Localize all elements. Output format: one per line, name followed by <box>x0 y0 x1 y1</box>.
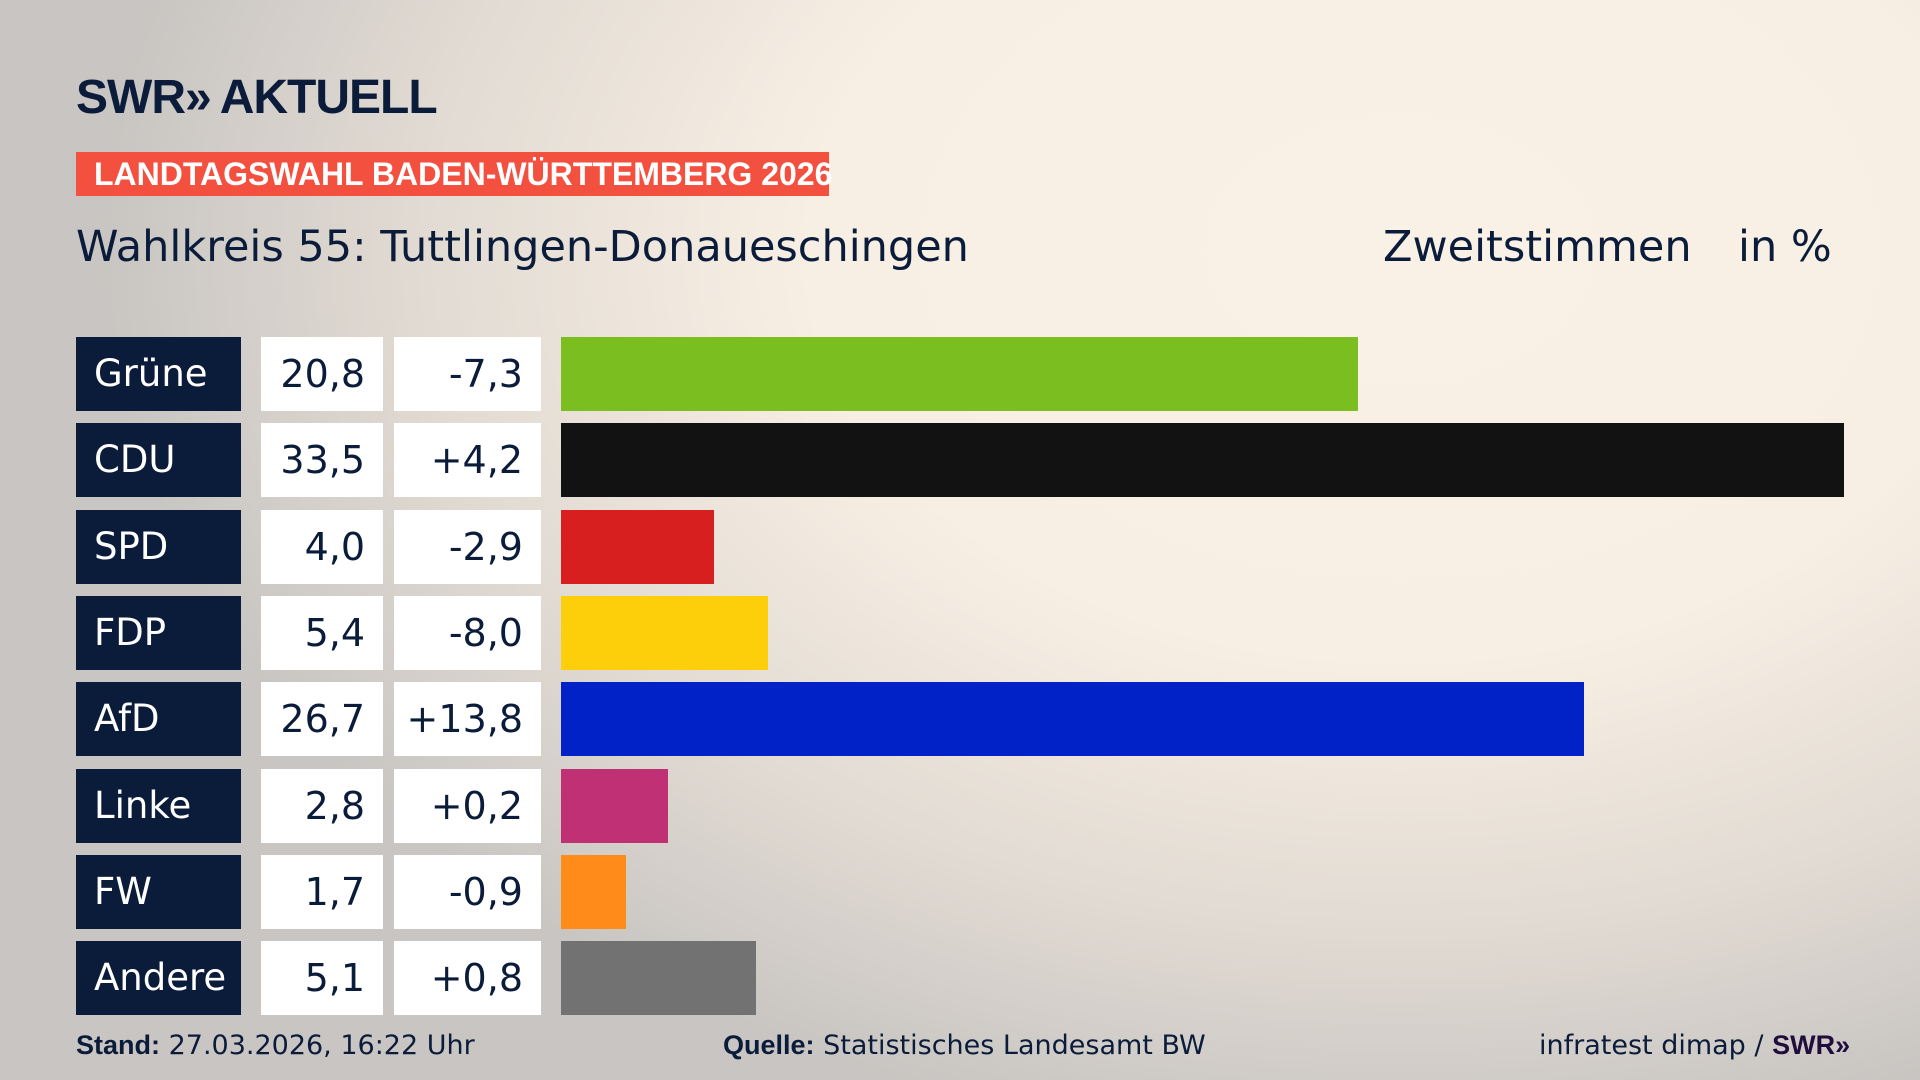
diff-label: +13,8 <box>394 682 541 757</box>
bar-fdp <box>561 595 768 670</box>
party-label: CDU <box>76 423 241 498</box>
party-label: FDP <box>76 595 241 670</box>
bar-andere <box>561 941 757 1016</box>
diff-label: -7,3 <box>394 337 541 411</box>
bar-fw <box>561 854 627 929</box>
diff-label: +4,2 <box>394 423 541 498</box>
unit-label: in % <box>1738 222 1832 272</box>
value-label: 1,7 <box>261 854 383 929</box>
bar-row: SPD 4,0 -2,9 <box>76 509 1876 584</box>
party-label: Linke <box>76 768 241 843</box>
value-label: 26,7 <box>261 682 383 757</box>
source-label: Quelle: <box>723 1030 815 1060</box>
bar-afd <box>561 682 1584 757</box>
value-label: 33,5 <box>261 423 383 498</box>
source-value: Statistisches Landesamt BW <box>823 1030 1206 1061</box>
diff-label: -8,0 <box>394 595 541 670</box>
swr-aktuell-logo: SWR» AKTUELL <box>76 70 438 125</box>
measure-label: Zweitstimmen <box>1383 222 1692 272</box>
value-label: 4,0 <box>261 509 383 584</box>
stand-label: Stand: <box>76 1030 160 1060</box>
bar-row: FW 1,7 -0,9 <box>76 854 1876 929</box>
bar-row: AfD 26,7 +13,8 <box>76 682 1876 757</box>
bar-row: Linke 2,8 +0,2 <box>76 768 1876 843</box>
credit-text: infratest dimap / <box>1539 1030 1764 1061</box>
diff-label: -2,9 <box>394 509 541 584</box>
value-label: 5,1 <box>261 941 383 1016</box>
value-label: 20,8 <box>261 337 383 411</box>
chart-title: Wahlkreis 55: Tuttlingen-Donaueschingen <box>76 222 969 272</box>
footer-credit: infratest dimap / SWR» <box>1539 1030 1850 1061</box>
election-banner: LANDTAGSWAHL BADEN-WÜRTTEMBERG 2026 <box>76 152 832 196</box>
diff-label: +0,8 <box>394 941 541 1016</box>
logo-aktuell: AKTUELL <box>219 71 438 124</box>
logo-swr: SWR <box>76 71 186 124</box>
footer-source: Quelle: Statistisches Landesamt BW <box>723 1030 1206 1061</box>
chevron-right-icon: » <box>184 71 212 124</box>
bar-row: FDP 5,4 -8,0 <box>76 595 1876 670</box>
party-label: Andere <box>76 941 241 1016</box>
bar-row: Grüne 20,8 -7,3 <box>76 337 1876 411</box>
value-label: 2,8 <box>261 768 383 843</box>
stand-value: 27.03.2026, 16:22 Uhr <box>168 1030 475 1061</box>
party-label: SPD <box>76 509 241 584</box>
bar-row: Andere 5,1 +0,8 <box>76 941 1876 1016</box>
bar-grüne <box>561 337 1358 411</box>
bar-linke <box>561 768 669 843</box>
party-label: AfD <box>76 682 241 757</box>
bar-row: CDU 33,5 +4,2 <box>76 423 1876 498</box>
bar-spd <box>561 509 715 584</box>
diff-label: -0,9 <box>394 854 541 929</box>
diff-label: +0,2 <box>394 768 541 843</box>
bar-cdu <box>561 423 1844 498</box>
party-label: FW <box>76 854 241 929</box>
swr-logo-small: SWR» <box>1772 1030 1851 1060</box>
footer-stand: Stand: 27.03.2026, 16:22 Uhr <box>76 1030 475 1061</box>
party-label: Grüne <box>76 337 241 411</box>
value-label: 5,4 <box>261 595 383 670</box>
